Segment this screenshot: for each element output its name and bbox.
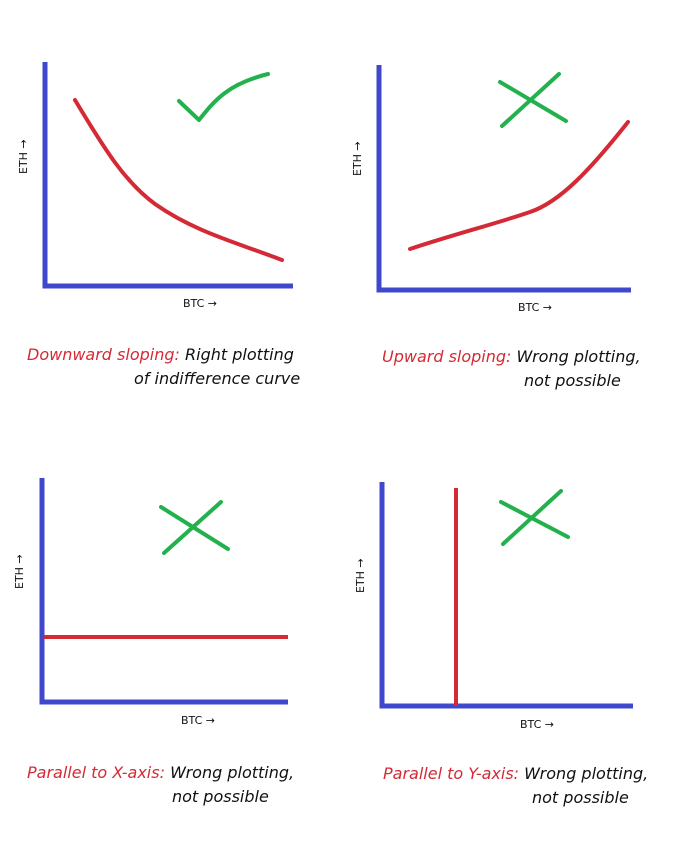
caption-parallel-y-axis: Parallel to Y-axis: Wrong plotting, not … — [383, 762, 648, 810]
panel-parallel-y-axis: ETH → BTC → — [354, 482, 633, 731]
y-axis-label: ETH → — [13, 554, 26, 589]
axes — [39, 478, 288, 705]
axes — [42, 62, 293, 289]
axes — [376, 65, 631, 293]
y-axis-label: ETH → — [351, 141, 364, 176]
caption-highlight: Downward sloping: — [27, 345, 180, 364]
caption-line-2: not possible — [524, 371, 621, 390]
caption-highlight: Parallel to Y-axis: — [383, 764, 520, 783]
caption-highlight: Parallel to X-axis: — [27, 763, 165, 782]
caption-downward-sloping: Downward sloping: Right plotting of indi… — [27, 343, 300, 391]
panel-upward-sloping: ETH → BTC → — [351, 65, 631, 314]
cross-mark-icon — [498, 72, 568, 128]
caption-upward-sloping: Upward sloping: Wrong plotting, not poss… — [382, 345, 641, 393]
indifference-curve — [73, 98, 284, 262]
curve — [408, 120, 630, 251]
panel-downward-sloping: ETH → BTC → — [17, 62, 293, 310]
x-axis-label: BTC → — [181, 714, 215, 727]
caption-line-2: not possible — [532, 788, 629, 807]
x-axis-label: BTC → — [183, 297, 217, 310]
y-axis-label: ETH → — [17, 139, 30, 174]
caption-line-1: Wrong plotting, — [170, 763, 295, 782]
cross-mark-icon — [499, 489, 570, 546]
cross-mark-icon — [159, 500, 230, 555]
panel-parallel-x-axis: ETH → BTC → — [13, 478, 288, 727]
x-axis-label: BTC → — [518, 301, 552, 314]
y-axis-label: ETH → — [354, 558, 367, 593]
caption-parallel-x-axis: Parallel to X-axis: Wrong plotting, not … — [27, 761, 294, 809]
caption-line-1: Wrong plotting, — [516, 347, 641, 366]
check-mark-icon — [177, 72, 270, 122]
axes — [379, 482, 633, 709]
caption-line-2: not possible — [172, 787, 269, 806]
caption-line-1: Wrong plotting, — [524, 764, 649, 783]
caption-line-1: Right plotting — [185, 345, 294, 364]
caption-highlight: Upward sloping: — [382, 347, 512, 366]
caption-line-2: of indifference curve — [134, 369, 301, 388]
x-axis-label: BTC → — [520, 718, 554, 731]
